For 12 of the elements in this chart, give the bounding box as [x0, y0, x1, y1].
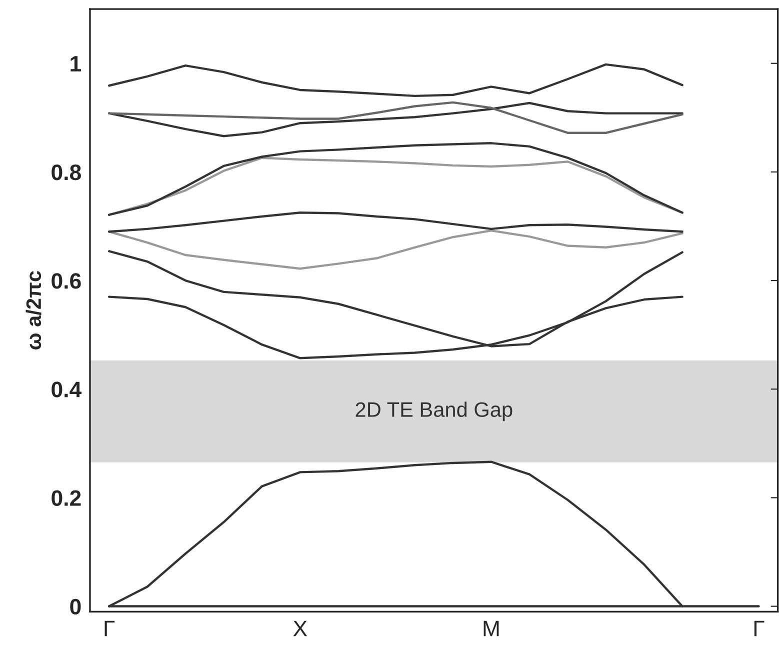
y-tick-label: 0.2 — [52, 490, 81, 506]
y-tick-label: 0 — [70, 598, 81, 615]
y-axis-title: ω a/2πc — [26, 271, 42, 350]
y-tick-label: 0.6 — [52, 273, 81, 289]
x-tick-label: Γ — [754, 620, 764, 636]
x-tick-label: Γ — [104, 620, 115, 636]
y-tick-label: 0.8 — [52, 164, 81, 180]
band-label: 2D TE Band Gap — [356, 402, 512, 422]
y-tick-label: 1 — [70, 56, 82, 72]
x-tick-label: X — [293, 620, 308, 636]
y-tick-label: 0.4 — [52, 382, 82, 398]
x-tick-label: M — [484, 620, 499, 636]
